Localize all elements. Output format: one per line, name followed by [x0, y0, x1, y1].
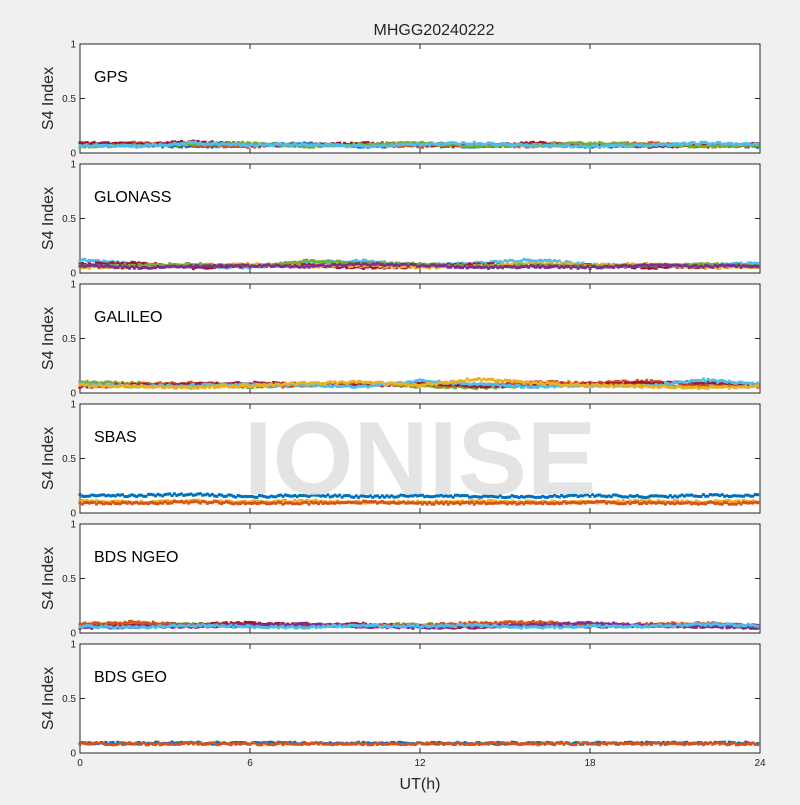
data-point: [756, 384, 759, 387]
y-axis-label: S4 Index: [40, 427, 57, 490]
data-point: [756, 143, 759, 146]
y-axis-label: S4 Index: [40, 67, 57, 130]
y-tick-label: 1: [70, 40, 76, 51]
constellation-label: GALILEO: [94, 309, 162, 326]
y-tick-label: 0.5: [62, 334, 76, 345]
y-axis-label: S4 Index: [40, 307, 57, 370]
panel-glonass: 0 0.5 1 S4 Index GLONASS: [40, 160, 760, 280]
constellation-label: GPS: [94, 69, 128, 86]
panel-gps: 0 0.5 1 S4 Index GPS: [40, 40, 760, 160]
y-axis-label: S4 Index: [40, 187, 57, 250]
y-tick-label: 0: [70, 149, 76, 160]
constellation-label: SBAS: [94, 429, 137, 446]
axes-frame: [80, 44, 760, 153]
axes-frame: [80, 284, 760, 393]
y-tick-label: 0.5: [62, 94, 76, 105]
y-tick-label: 0.5: [62, 214, 76, 225]
data-point: [756, 382, 759, 385]
y-tick-label: 0: [70, 509, 76, 520]
y-tick-label: 1: [70, 160, 76, 171]
y-tick-label: 0: [70, 269, 76, 280]
panel-galileo: 0 0.5 1 S4 Index GALILEO: [40, 280, 760, 400]
y-tick-label: 1: [70, 400, 76, 411]
chart-title: MHGG20240222: [374, 22, 495, 39]
data-point: [756, 493, 759, 496]
y-tick-label: 0.5: [62, 454, 76, 465]
y-tick-label: 0: [70, 389, 76, 400]
axes-frame: [80, 164, 760, 273]
data-point: [756, 265, 759, 268]
y-tick-label: 1: [70, 280, 76, 291]
constellation-label: GLONASS: [94, 189, 171, 206]
